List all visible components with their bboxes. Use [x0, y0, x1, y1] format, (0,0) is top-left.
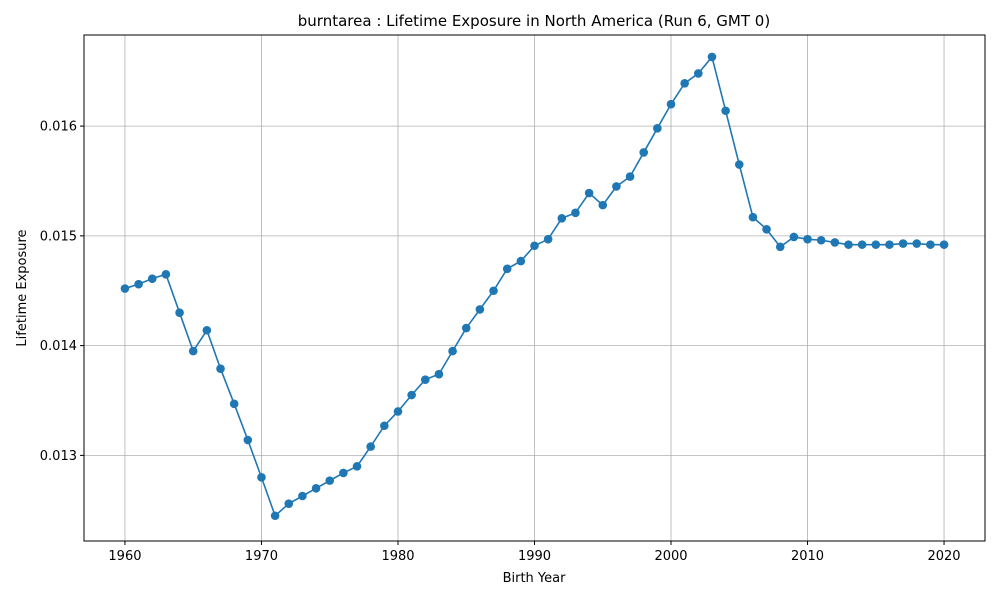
- x-tick-label: 2010: [791, 549, 824, 564]
- x-axis-label: Birth Year: [503, 571, 567, 586]
- data-point: [175, 308, 184, 318]
- data-point: [598, 200, 608, 210]
- data-point: [243, 435, 253, 445]
- data-point: [584, 188, 594, 198]
- data-point: [871, 240, 881, 249]
- data-point: [516, 256, 526, 266]
- data-point: [298, 491, 307, 501]
- data-point: [325, 476, 335, 485]
- data-point: [393, 407, 403, 416]
- data-point: [762, 224, 771, 234]
- grid: [84, 35, 985, 541]
- data-point: [366, 442, 375, 451]
- data-point: [434, 369, 444, 379]
- data-point: [639, 148, 649, 157]
- data-point: [489, 286, 498, 296]
- data-point: [147, 274, 157, 283]
- data-point: [216, 364, 225, 373]
- data-point: [721, 106, 730, 116]
- data-point: [352, 462, 362, 471]
- data-point: [885, 240, 894, 249]
- y-axis-label: Lifetime Exposure: [15, 229, 30, 346]
- data-point: [666, 99, 676, 109]
- data-point: [557, 214, 567, 223]
- data-point: [816, 235, 826, 245]
- x-tick-label: 1960: [108, 549, 141, 564]
- data-point: [612, 182, 621, 191]
- data-point: [407, 390, 416, 400]
- data-point: [926, 240, 935, 249]
- data-point: [420, 375, 430, 384]
- data-point: [475, 305, 485, 314]
- data-point: [803, 234, 812, 244]
- y-tick-label: 0.014: [40, 339, 77, 354]
- data-point: [694, 69, 703, 78]
- data-point: [680, 79, 689, 88]
- data-point: [912, 239, 922, 248]
- x-tick-label: 2000: [654, 549, 687, 564]
- data-point: [653, 124, 662, 133]
- x-axis: 1960 1970 1980 1990 2000 2010 2020: [108, 541, 961, 564]
- y-axis: 0.013 0.014 0.015 0.016: [40, 120, 84, 464]
- data-point: [775, 242, 785, 252]
- data-point: [857, 240, 867, 249]
- data-point: [284, 499, 294, 508]
- data-point: [202, 325, 212, 335]
- y-tick-label: 0.016: [40, 120, 77, 135]
- data-point: [461, 323, 471, 333]
- y-tick-label: 0.015: [40, 229, 77, 244]
- data-point: [830, 238, 840, 247]
- data-point: [898, 239, 908, 248]
- x-tick-label: 1970: [245, 549, 278, 564]
- data-point: [734, 160, 744, 169]
- x-tick-label: 1990: [518, 549, 551, 564]
- data-point: [939, 240, 949, 249]
- x-tick-label: 1980: [381, 549, 414, 564]
- data-point: [380, 421, 389, 431]
- x-tick-label: 2020: [927, 549, 960, 564]
- data-point: [188, 346, 198, 356]
- data-point: [229, 399, 239, 409]
- data-point: [448, 346, 457, 356]
- data-point: [134, 279, 143, 289]
- data-point: [748, 212, 758, 222]
- data-point: [257, 473, 266, 482]
- data-point: [502, 264, 512, 274]
- data-point: [707, 52, 717, 62]
- y-tick-label: 0.013: [40, 449, 77, 464]
- data-point: [530, 241, 539, 251]
- data-point: [625, 172, 635, 181]
- data-point: [543, 234, 553, 244]
- series-group: [120, 52, 949, 521]
- data-point: [311, 484, 321, 493]
- data-point: [571, 208, 580, 218]
- data-point: [789, 232, 799, 242]
- data-point: [844, 240, 853, 249]
- data-point: [270, 511, 280, 521]
- data-point: [339, 468, 348, 478]
- chart-title: burntarea : Lifetime Exposure in North A…: [298, 12, 770, 30]
- data-point: [120, 284, 130, 293]
- data-point: [161, 269, 171, 279]
